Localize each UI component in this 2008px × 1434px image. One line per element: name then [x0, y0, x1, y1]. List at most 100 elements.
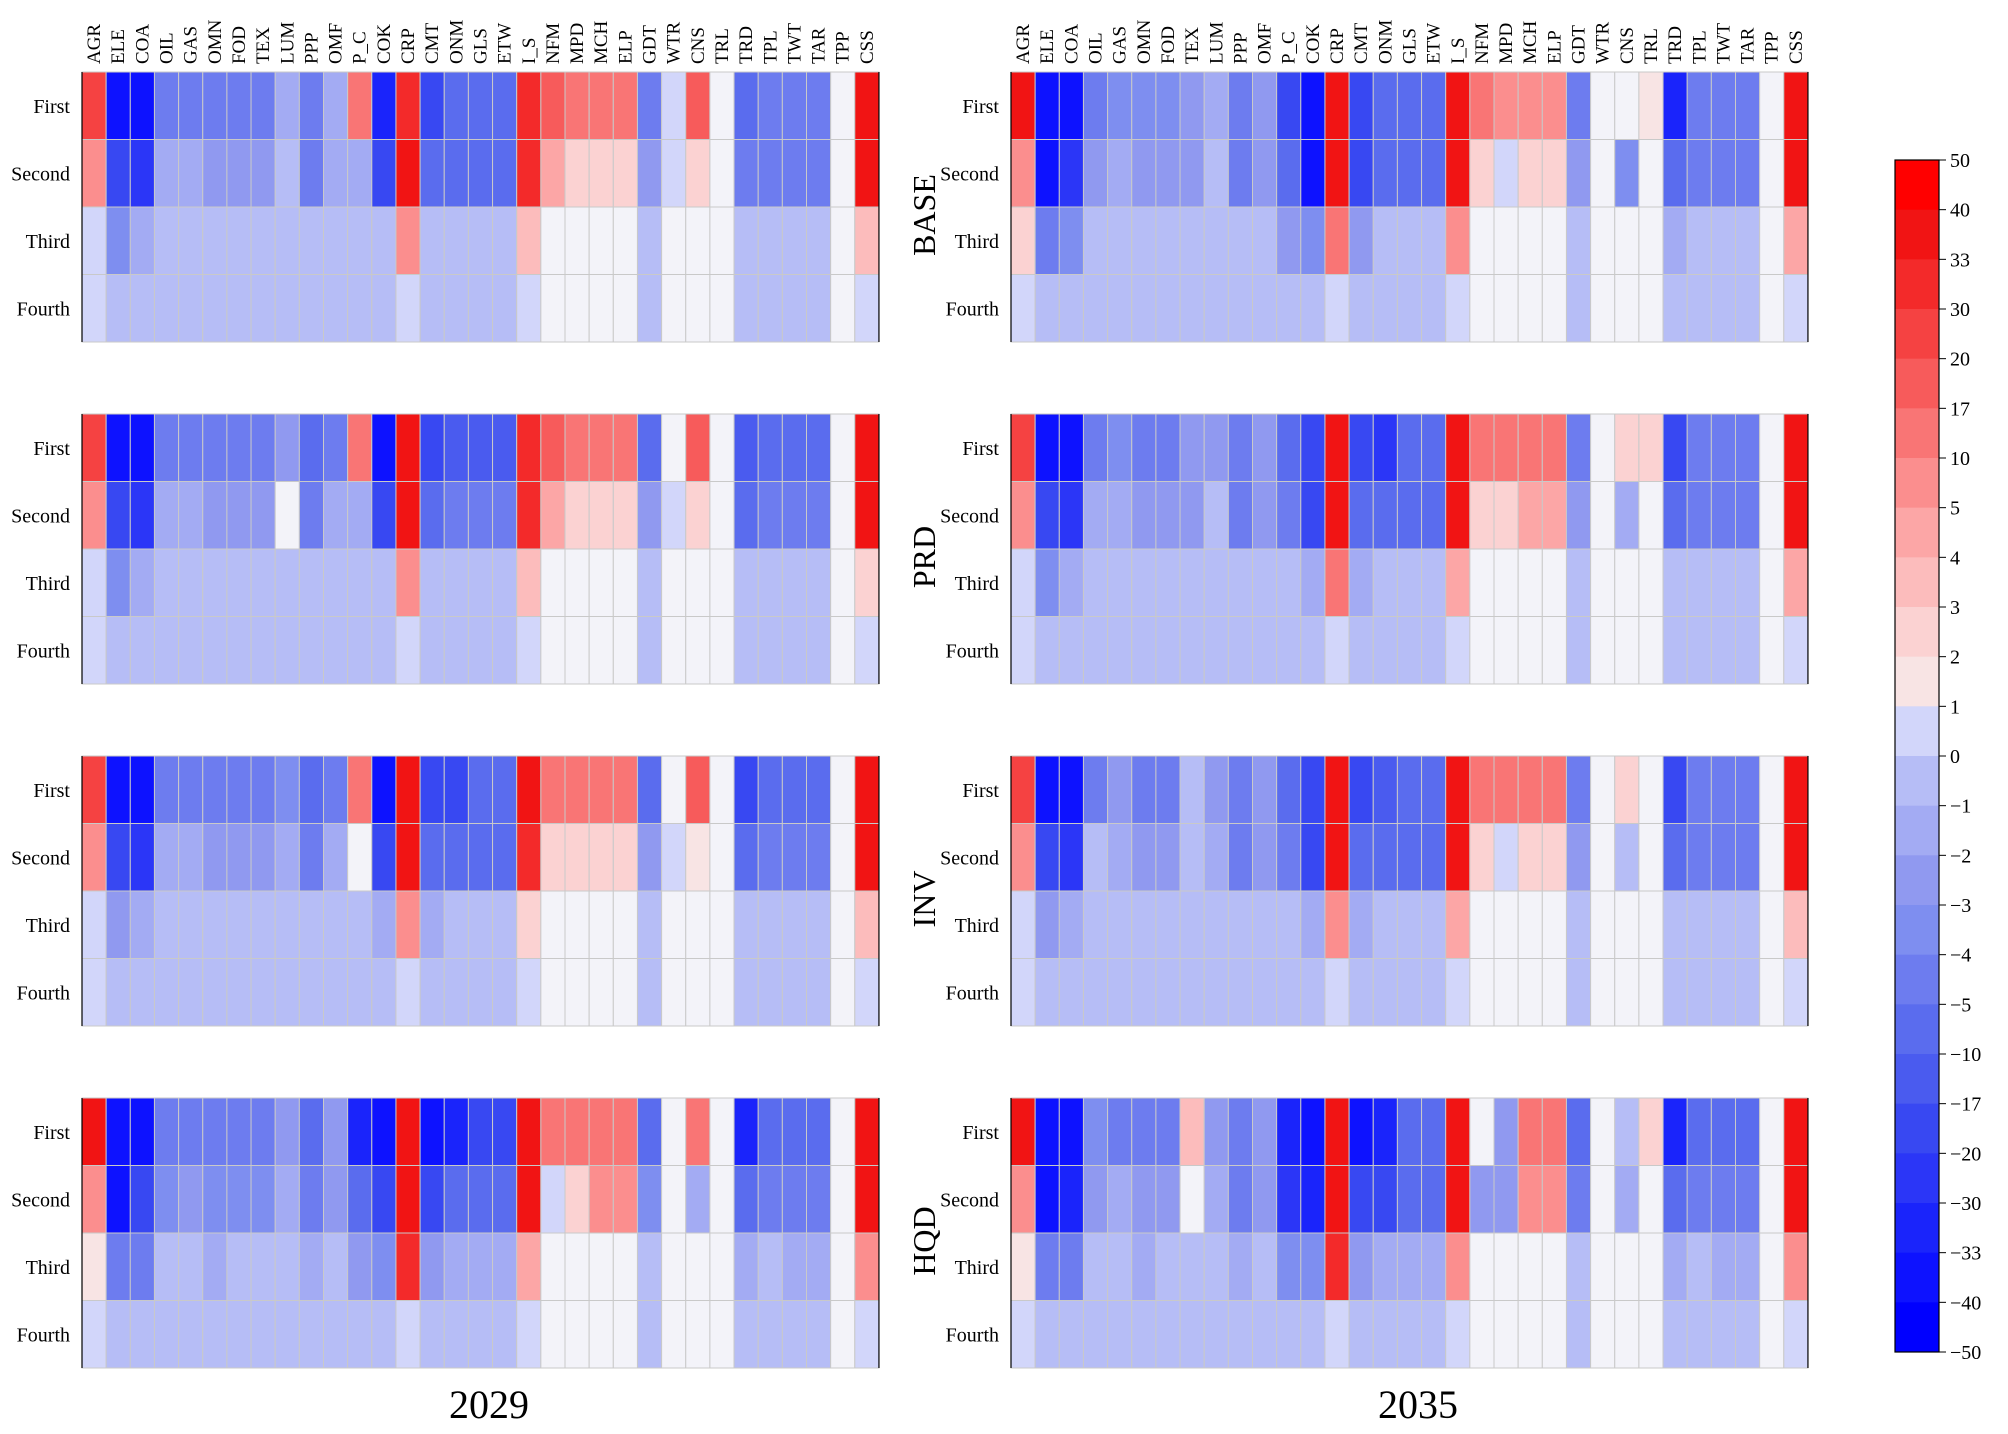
heatmap-cell — [153, 755, 180, 824]
heatmap-cell — [1541, 890, 1567, 959]
heatmap-cell — [467, 206, 494, 275]
heatmap-cell — [709, 890, 735, 959]
heatmap-cell — [1107, 1300, 1133, 1369]
heatmap-cell — [1541, 755, 1567, 824]
heatmap-cell — [854, 274, 880, 343]
heatmap-cell — [492, 139, 518, 208]
heatmap-cell — [178, 1165, 204, 1234]
heatmap-cell — [1783, 1165, 1809, 1234]
heatmap-cell — [1300, 548, 1326, 617]
row-label-fourth: Fourth — [17, 640, 70, 662]
heatmap-cell — [1590, 958, 1616, 1027]
heatmap-cell — [612, 206, 638, 275]
heatmap-cell — [178, 755, 204, 824]
heatmap-cell — [1445, 616, 1471, 685]
column-header-nfm: NFM — [543, 23, 564, 64]
heatmap-cell — [274, 755, 300, 824]
heatmap-cell — [1034, 139, 1060, 208]
heatmap-cell — [1348, 1300, 1374, 1369]
heatmap-cell — [1614, 958, 1640, 1027]
heatmap-cell — [1590, 413, 1616, 482]
heatmap-cell — [1517, 413, 1543, 482]
heatmap-cell — [467, 139, 494, 208]
heatmap-cell — [1469, 616, 1495, 685]
heatmap-cell — [1590, 206, 1616, 275]
heatmap-cell — [467, 481, 494, 550]
heatmap-cell — [81, 206, 107, 275]
heatmap-cell — [226, 823, 252, 892]
heatmap-cell — [371, 413, 397, 482]
heatmap-cell — [1155, 1300, 1181, 1369]
heatmap-cell — [202, 958, 228, 1027]
heatmap-cell — [636, 1300, 663, 1369]
column-header-elp: ELP — [1544, 30, 1565, 64]
heatmap-cell — [1614, 1300, 1640, 1369]
heatmap-cell — [1469, 139, 1495, 208]
colorbar-tick-label: −3 — [1950, 895, 1971, 917]
heatmap-cell — [298, 1165, 325, 1234]
heatmap-cell — [1276, 139, 1302, 208]
heatmap-cell — [178, 71, 204, 140]
heatmap-cell — [298, 616, 325, 685]
heatmap-cell — [178, 958, 204, 1027]
heatmap-cell — [1541, 616, 1567, 685]
heatmap-cell — [1276, 548, 1302, 617]
heatmap-cell — [757, 274, 783, 343]
heatmap-cell — [202, 1165, 228, 1234]
heatmap-cell — [323, 755, 349, 824]
heatmap-cell — [1107, 1232, 1133, 1301]
heatmap-cell — [1759, 616, 1785, 685]
heatmap-cell — [757, 1165, 783, 1234]
heatmap-cell — [1565, 274, 1592, 343]
heatmap-cell — [1058, 755, 1084, 824]
heatmap-cell — [1469, 958, 1495, 1027]
heatmap-cell — [1590, 139, 1616, 208]
heatmap-cell — [1324, 755, 1350, 824]
heatmap-cell — [1300, 139, 1326, 208]
heatmap-cell — [612, 274, 638, 343]
heatmap-cell — [1300, 958, 1326, 1027]
column-header-tar: TAR — [809, 27, 830, 64]
heatmap-cell — [1445, 548, 1471, 617]
heatmap-cell — [781, 958, 807, 1027]
heatmap-cell — [323, 1097, 349, 1166]
heatmap-cell — [1131, 823, 1157, 892]
heatmap-cell — [1686, 413, 1712, 482]
heatmap-cell — [1638, 71, 1664, 140]
heatmap-cell — [129, 71, 155, 140]
heatmap-cell — [274, 413, 300, 482]
heatmap-cell — [1010, 823, 1036, 892]
heatmap-cell — [1686, 1097, 1712, 1166]
column-header-ppp: PPP — [301, 32, 322, 64]
heatmap-cell — [1010, 139, 1036, 208]
heatmap-cell — [1469, 890, 1495, 959]
heatmap-cell — [685, 823, 711, 892]
heatmap-cell — [1372, 1232, 1398, 1301]
heatmap-cell — [1348, 890, 1374, 959]
heatmap-cell — [1541, 958, 1567, 1027]
heatmap-cell — [516, 823, 542, 892]
panel-prd-2035: First Second Third Fourth — [940, 413, 1809, 685]
heatmap-cell — [1276, 1300, 1302, 1369]
heatmap-cell — [588, 1165, 614, 1234]
heatmap-cell — [1614, 1097, 1640, 1166]
heatmap-cell — [1662, 206, 1688, 275]
colorbar-segment — [1895, 1252, 1939, 1303]
heatmap-cell — [1324, 481, 1350, 550]
heatmap-cell — [81, 1097, 107, 1166]
heatmap-cell — [1638, 823, 1664, 892]
column-header-gls: GLS — [1399, 28, 1420, 64]
heatmap-cell — [1590, 823, 1616, 892]
colorbar-segment — [1895, 408, 1939, 459]
heatmap-cell — [274, 548, 300, 617]
heatmap-cell — [81, 1165, 107, 1234]
heatmap-cell — [1276, 413, 1302, 482]
colorbar-tick-label: −50 — [1950, 1342, 1981, 1364]
heatmap-cell — [1131, 481, 1157, 550]
heatmap-cell — [1107, 823, 1133, 892]
heatmap-cell — [1348, 481, 1374, 550]
heatmap-cell — [661, 755, 687, 824]
column-header-coa: COA — [1061, 24, 1082, 64]
heatmap-cell — [492, 755, 518, 824]
heatmap-cell — [1517, 958, 1543, 1027]
